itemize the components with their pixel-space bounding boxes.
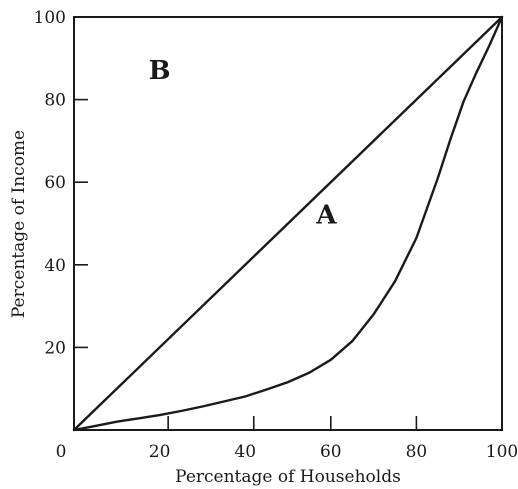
y-tick-labels: 20 40 60 80 100 xyxy=(34,8,66,358)
y-axis-title: Percentage of Income xyxy=(9,130,29,318)
y-tick-label-0: 20 xyxy=(44,338,66,358)
y-tick-label-3: 80 xyxy=(44,91,66,111)
x-tick-label-0: 0 xyxy=(56,442,67,462)
y-tick-label-1: 40 xyxy=(44,256,66,276)
x-tick-label-4: 80 xyxy=(406,442,428,462)
y-tick-label-2: 60 xyxy=(44,173,66,193)
x-axis-title: Percentage of Households xyxy=(175,467,401,487)
x-tick-label-2: 40 xyxy=(234,442,256,462)
plot-frame xyxy=(73,16,503,431)
y-tick-label-4: 100 xyxy=(34,8,66,28)
x-tick-label-3: 60 xyxy=(320,442,342,462)
x-tick-label-1: 20 xyxy=(149,442,171,462)
region-label-b: B xyxy=(149,56,171,86)
equality-line xyxy=(72,15,504,432)
lorenz-curve xyxy=(72,15,504,432)
x-tick-label-5: 100 xyxy=(486,442,518,462)
region-label-a: A xyxy=(315,201,337,231)
series-layer xyxy=(72,15,504,432)
x-tick-labels: 0 20 40 60 80 100 xyxy=(56,442,518,462)
annotation-layer: AB xyxy=(149,56,338,231)
tick-marks xyxy=(74,98,418,430)
